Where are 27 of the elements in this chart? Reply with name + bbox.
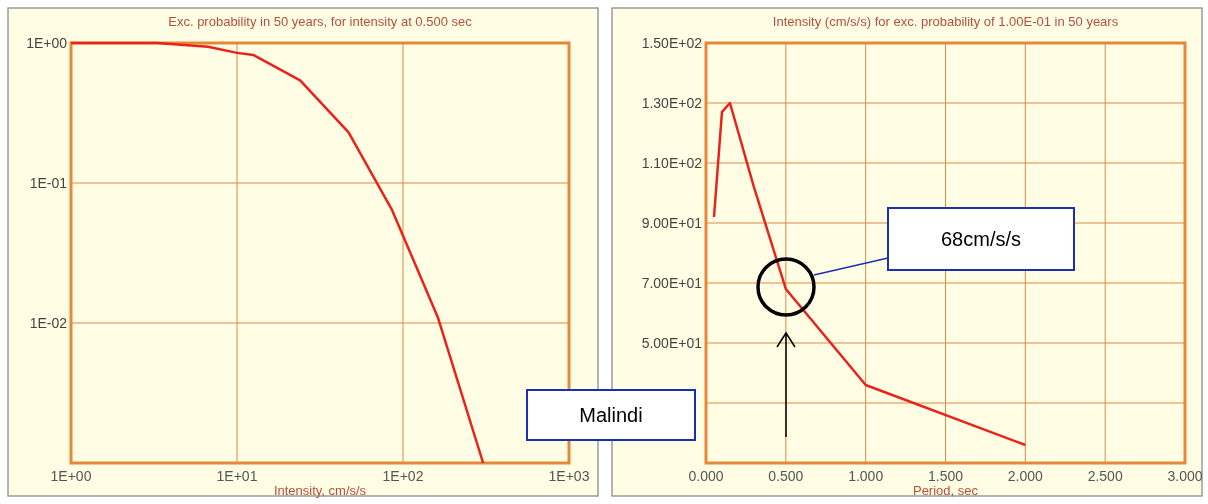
x-tick-label: 1.500 [927, 468, 964, 484]
y-tick-label: 7.00E+01 [641, 275, 703, 291]
x-tick-label: 2.500 [1087, 468, 1123, 484]
line-series [712, 101, 1027, 447]
x-tick-label: 2.000 [1007, 468, 1044, 484]
x-axis-title: Period, sec [912, 483, 979, 498]
x-tick-label: 3.000 [1167, 468, 1203, 484]
chart-title: Intensity (cm/s/s) for exc. probability of 1.00E-01 in 50 years [772, 14, 1119, 29]
x-tick-label: 1E+02 [382, 468, 424, 484]
x-axis-title: Intensity, cm/s/s [273, 483, 367, 498]
chart-title: Exc. probability in 50 years, for intensity at 0.500 sec [168, 14, 473, 29]
y-tick-label: 9.00E+01 [641, 215, 703, 231]
y-tick-label: 5.00E+01 [641, 335, 703, 351]
y-tick-label: 1.10E+02 [641, 155, 703, 171]
y-tick-label: 1E-01 [29, 175, 68, 191]
x-tick-label: 0.000 [688, 468, 724, 484]
x-tick-label: 1E+01 [216, 468, 258, 484]
y-tick-label: 1E-02 [29, 315, 68, 331]
x-tick-label: 1.000 [848, 468, 884, 484]
y-tick-label: 1E+00 [26, 35, 68, 51]
x-tick-label: 1E+00 [50, 468, 92, 484]
annotation: 68cm/s/s [940, 228, 1022, 250]
x-tick-label: 1E+03 [548, 468, 590, 484]
y-tick-label: 1.50E+02 [641, 35, 703, 51]
text: Malindi [579, 404, 643, 426]
x-tick-label: 0.500 [768, 468, 804, 484]
y-tick-label: 1.30E+02 [641, 95, 703, 111]
